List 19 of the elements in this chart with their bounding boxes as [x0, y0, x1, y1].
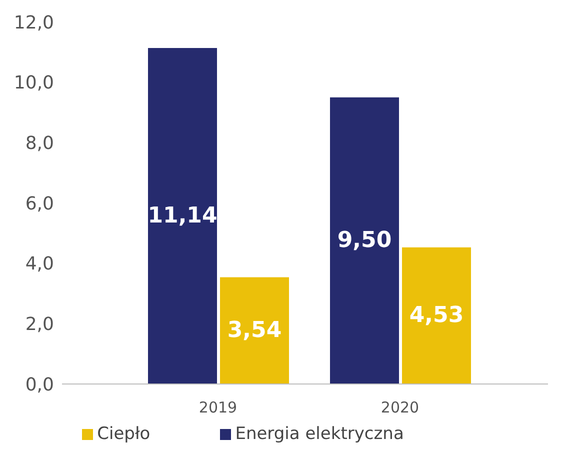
- data-label: 9,50: [337, 228, 392, 254]
- bar: [330, 97, 399, 384]
- data-label: 11,14: [148, 203, 218, 228]
- legend-label: Ciepło: [97, 424, 150, 444]
- bar: [402, 247, 471, 384]
- bar: [148, 48, 217, 384]
- x-tick-label: 2019: [198, 398, 238, 417]
- y-tick-label: 12,0: [14, 12, 54, 34]
- y-tick-label: 4,0: [25, 254, 54, 275]
- y-tick-label: 10,0: [14, 72, 54, 94]
- y-tick-label: 0,0: [25, 374, 54, 396]
- data-label: 3,54: [227, 318, 282, 344]
- y-tick-label: 6,0: [25, 193, 54, 214]
- bar: [220, 277, 289, 384]
- legend-label: Energia elektryczna: [235, 424, 404, 444]
- y-tick-label: 8,0: [25, 133, 54, 154]
- x-tick-label: 2020: [380, 398, 420, 417]
- data-label: 4,53: [409, 303, 464, 328]
- y-tick-label: 2,0: [25, 314, 54, 336]
